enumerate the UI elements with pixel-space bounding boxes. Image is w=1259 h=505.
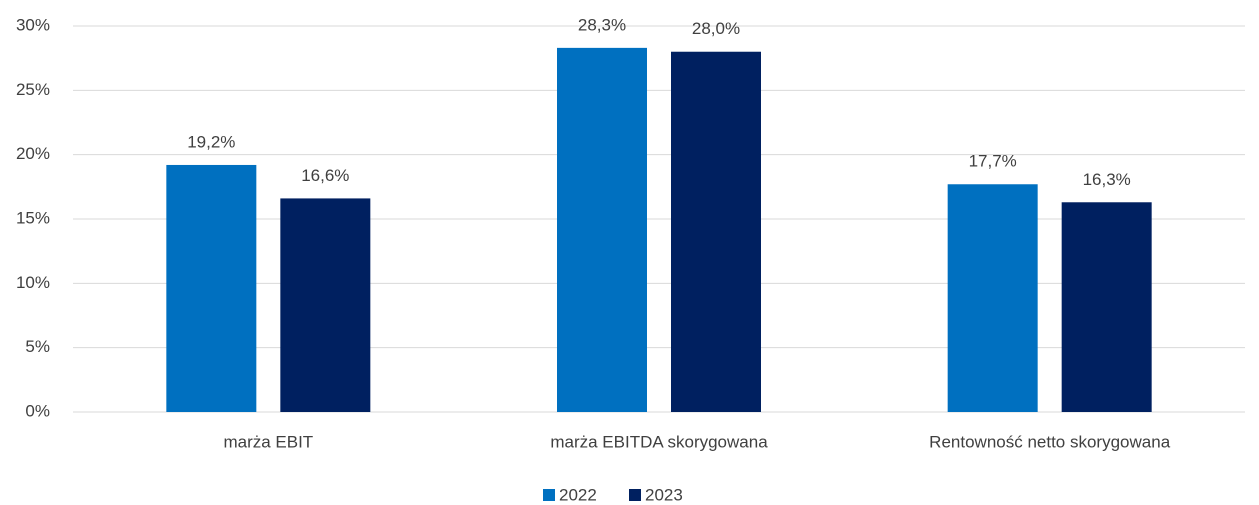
y-tick-label: 0% — [25, 401, 50, 420]
bar — [1061, 202, 1152, 412]
legend-label: 2023 — [645, 485, 683, 504]
data-label: 28,0% — [692, 19, 740, 38]
data-label: 17,7% — [969, 152, 1017, 171]
y-tick-label: 10% — [16, 273, 50, 292]
bar — [671, 51, 761, 412]
y-tick-label: 20% — [16, 144, 50, 163]
data-label: 19,2% — [187, 132, 235, 151]
y-tick-label: 25% — [16, 80, 50, 99]
bar — [280, 198, 371, 412]
x-tick-label: marża EBIT — [223, 432, 313, 451]
y-tick-label: 5% — [25, 337, 50, 356]
legend-swatch — [543, 489, 555, 501]
y-tick-label: 30% — [16, 15, 50, 34]
legend-label: 2022 — [559, 485, 597, 504]
data-label: 28,3% — [578, 15, 626, 34]
x-tick-label: marża EBITDA skorygowana — [550, 432, 768, 451]
bar — [947, 184, 1038, 412]
bar — [166, 164, 257, 412]
y-tick-label: 15% — [16, 208, 50, 227]
legend-swatch — [629, 489, 641, 501]
bar — [557, 47, 647, 413]
data-label: 16,6% — [301, 166, 349, 185]
data-label: 16,3% — [1083, 170, 1131, 189]
x-tick-label: Rentowność netto skorygowana — [929, 432, 1171, 451]
